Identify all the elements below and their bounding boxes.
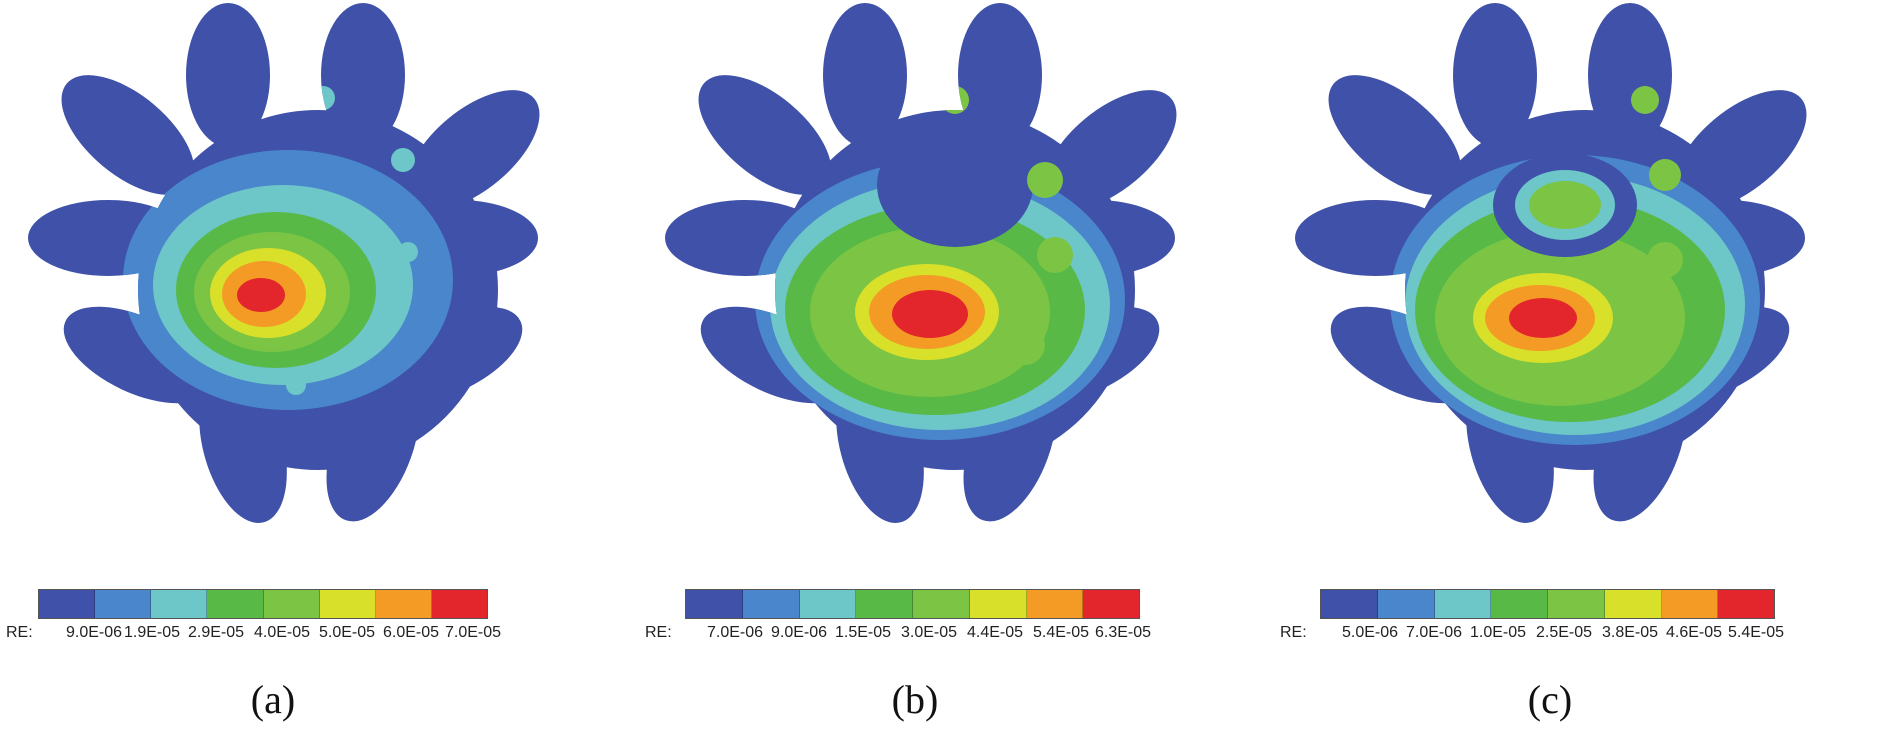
tick-label: 1.9E-05: [123, 624, 181, 641]
colorbar-swatch: [1491, 590, 1548, 618]
colorbar-swatch: [319, 590, 376, 618]
tick-label: 3.8E-05: [1601, 624, 1659, 641]
contour-spot: [286, 375, 306, 395]
colorbar-ticks-b: RE: 7.0E-06 9.0E-06 1.5E-05 3.0E-05 4.4E…: [645, 624, 1151, 646]
contour-level-7: [1509, 298, 1577, 338]
colorbar-swatch: [1718, 590, 1774, 618]
legend-prefix: RE:: [645, 624, 672, 641]
tick-label: 4.6E-05: [1665, 624, 1723, 641]
contour-spot: [391, 148, 415, 172]
contour-spot: [190, 370, 206, 386]
colorbar-swatch: [375, 590, 432, 618]
colorbar-swatch: [1661, 590, 1719, 618]
panel-caption: (a): [250, 677, 296, 722]
tick-label: 7.0E-06: [706, 624, 764, 641]
colorbar-swatch: [1321, 590, 1378, 618]
panel-c: RE: 5.0E-06 7.0E-06 1.0E-05 2.5E-05 3.8E…: [1280, 0, 1900, 734]
panel-caption: (c): [1527, 677, 1573, 722]
colorbar-swatch: [1083, 590, 1139, 618]
tick-label: 2.5E-05: [1535, 624, 1593, 641]
colorbar-swatch: [856, 590, 913, 618]
colorbar-swatch: [431, 590, 487, 618]
colorbar-swatch: [95, 590, 152, 618]
colorbar-ticks-a: RE: 9.0E-06 1.9E-05 2.9E-05 4.0E-05 5.0E…: [6, 624, 501, 646]
tick-label: 6.3E-05: [1094, 624, 1152, 641]
contour-spot: [941, 86, 969, 114]
colorbar-a: [38, 589, 488, 619]
tick-label: 5.0E-06: [1341, 624, 1399, 641]
colorbar-swatch: [1377, 590, 1435, 618]
tick-label: 9.0E-06: [65, 624, 123, 641]
contour-spot: [398, 242, 418, 262]
colorbar-swatch: [742, 590, 800, 618]
contour-spot: [1647, 242, 1683, 278]
panel-b: RE: 7.0E-06 9.0E-06 1.5E-05 3.0E-05 4.4E…: [645, 0, 1275, 734]
tick-label: 9.0E-06: [770, 624, 828, 641]
colorbar-swatch: [151, 590, 208, 618]
tick-label: 7.0E-06: [1405, 624, 1463, 641]
tick-label: 4.4E-05: [966, 624, 1024, 641]
colorbar-swatch: [207, 590, 264, 618]
colorbar-b: [685, 589, 1140, 619]
contour-spot: [364, 329, 386, 351]
tick-label: 7.0E-05: [444, 624, 502, 641]
colorbar-swatch: [686, 590, 743, 618]
colorbar-swatch: [1548, 590, 1605, 618]
tick-label: 5.0E-05: [318, 624, 376, 641]
colorbar-swatch: [913, 590, 970, 618]
colorbar-swatch: [1434, 590, 1492, 618]
colorbar-swatch: [799, 590, 857, 618]
tick-label: 5.4E-05: [1727, 624, 1785, 641]
panel-a: RE: 9.0E-06 1.9E-05 2.9E-05 4.0E-05 5.0E…: [6, 0, 638, 734]
colorbar-swatch: [1026, 590, 1084, 618]
legend-prefix: RE:: [6, 624, 33, 641]
contour-level-7: [892, 290, 968, 338]
tick-label: 1.0E-05: [1469, 624, 1527, 641]
gear-contour-plot-b: [665, 3, 1197, 534]
contour-level-7: [237, 278, 285, 312]
gear-contour-plot-a: [28, 3, 560, 534]
tick-label: 1.5E-05: [834, 624, 892, 641]
contour-spot: [1005, 325, 1045, 365]
legend-prefix: RE:: [1280, 624, 1307, 641]
contour-spot: [311, 86, 335, 110]
tick-label: 5.4E-05: [1032, 624, 1090, 641]
colorbar-swatch: [39, 590, 96, 618]
contour-spot: [1631, 86, 1659, 114]
tick-label: 6.0E-05: [382, 624, 440, 641]
colorbar-ticks-c: RE: 5.0E-06 7.0E-06 1.0E-05 2.5E-05 3.8E…: [1280, 624, 1784, 646]
colorbar-swatch: [1604, 590, 1662, 618]
panel-caption: (b): [891, 677, 939, 722]
tick-label: 3.0E-05: [900, 624, 958, 641]
tick-label: 2.9E-05: [187, 624, 245, 641]
colorbar-swatch: [263, 590, 320, 618]
contour-ring-inner: [1529, 181, 1601, 229]
contour-spot: [1027, 162, 1063, 198]
tick-label: 4.0E-05: [253, 624, 311, 641]
contour-spot: [1649, 159, 1681, 191]
contour-cold-zone: [877, 123, 1033, 247]
contour-spot: [1037, 237, 1073, 273]
gear-contour-plot-c: [1295, 3, 1827, 534]
colorbar-swatch: [969, 590, 1027, 618]
colorbar-c: [1320, 589, 1775, 619]
